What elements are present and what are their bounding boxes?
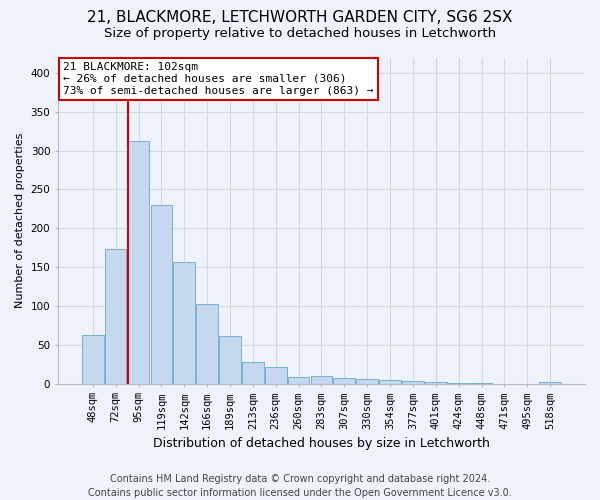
Bar [105,249,127,384]
Bar [402,381,424,384]
Bar [242,362,264,384]
Bar [379,380,401,384]
Bar [471,383,493,384]
Text: Contains HM Land Registry data © Crown copyright and database right 2024.
Contai: Contains HM Land Registry data © Crown c… [88,474,512,498]
Bar [219,336,241,384]
Bar [82,334,104,384]
Bar [288,376,310,384]
Bar [173,262,195,384]
Text: Size of property relative to detached houses in Letchworth: Size of property relative to detached ho… [104,28,496,40]
Y-axis label: Number of detached properties: Number of detached properties [15,133,25,308]
Bar [539,382,561,384]
Text: 21 BLACKMORE: 102sqm
← 26% of detached houses are smaller (306)
73% of semi-deta: 21 BLACKMORE: 102sqm ← 26% of detached h… [63,62,374,96]
Bar [425,382,446,384]
Bar [334,378,355,384]
Bar [448,383,470,384]
Text: 21, BLACKMORE, LETCHWORTH GARDEN CITY, SG6 2SX: 21, BLACKMORE, LETCHWORTH GARDEN CITY, S… [87,10,513,25]
Bar [311,376,332,384]
Bar [356,379,378,384]
Bar [128,140,149,384]
X-axis label: Distribution of detached houses by size in Letchworth: Distribution of detached houses by size … [153,437,490,450]
Bar [151,205,172,384]
Bar [196,304,218,384]
Bar [265,367,287,384]
